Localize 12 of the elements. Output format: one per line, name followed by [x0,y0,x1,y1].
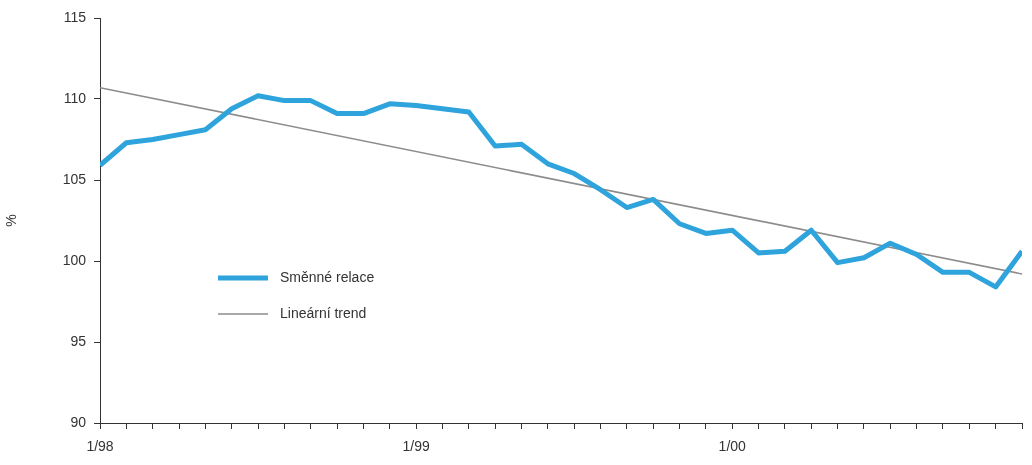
x-tick-label: 1/00 [718,438,747,455]
y-tick-label: 105 [62,170,87,187]
legend-label: Směnné relace [280,268,375,285]
y-tick-label: 100 [62,251,87,268]
y-tick-label: 110 [63,89,87,106]
x-tick-label: 1/99 [402,438,430,455]
y-tick-label: 115 [63,8,87,25]
x-tick-label: 1/98 [86,438,114,455]
y-axis-title: % [3,214,20,227]
legend-label: Lineární trend [280,304,367,321]
y-tick-label: 90 [70,413,87,430]
y-tick-label: 95 [70,332,87,349]
